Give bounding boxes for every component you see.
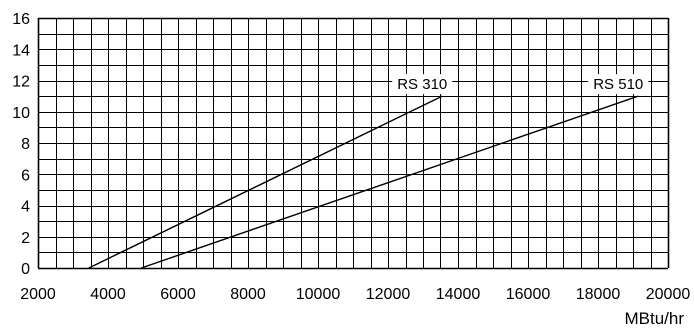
x-tick-label: 6000 xyxy=(160,286,196,303)
x-axis-ticks: 2000 4000 6000 8000 10000 12000 14000 16000 1800… xyxy=(20,286,690,303)
x-tick-label: 12000 xyxy=(366,286,411,303)
x-tick-label: 14000 xyxy=(436,286,481,303)
series-line-rs-310 xyxy=(88,95,443,269)
x-axis-unit-label: MBtu/hr xyxy=(624,309,684,328)
series-label-background xyxy=(392,74,453,95)
y-tick-label: 14 xyxy=(12,42,30,59)
x-tick-label: 18000 xyxy=(576,286,621,303)
grid xyxy=(37,17,670,270)
x-tick-label: 2000 xyxy=(20,286,56,303)
y-axis-ticks: 0 2 4 6 8 10 12 14 16 xyxy=(12,11,30,278)
y-tick-label: 4 xyxy=(21,199,30,216)
series-labels: RS 310 RS 510 xyxy=(392,74,649,95)
series-line-rs-510 xyxy=(141,95,639,269)
series-label-background xyxy=(588,74,649,95)
y-tick-label: 12 xyxy=(12,74,30,91)
y-tick-label: 0 xyxy=(21,261,30,278)
y-tick-label: 16 xyxy=(12,11,30,28)
series-label-rs-510: RS 510 xyxy=(593,76,643,93)
y-tick-label: 2 xyxy=(21,230,30,247)
y-tick-label: 10 xyxy=(12,105,30,122)
y-tick-label: 6 xyxy=(21,167,30,184)
x-tick-label: 8000 xyxy=(230,286,266,303)
series-label-rs-310: RS 310 xyxy=(397,76,447,93)
x-tick-label: 10000 xyxy=(296,286,341,303)
x-tick-label: 20000 xyxy=(646,286,691,303)
x-tick-label: 4000 xyxy=(90,286,126,303)
y-tick-label: 8 xyxy=(21,136,30,153)
x-tick-label: 16000 xyxy=(506,286,551,303)
series-lines xyxy=(88,95,639,269)
